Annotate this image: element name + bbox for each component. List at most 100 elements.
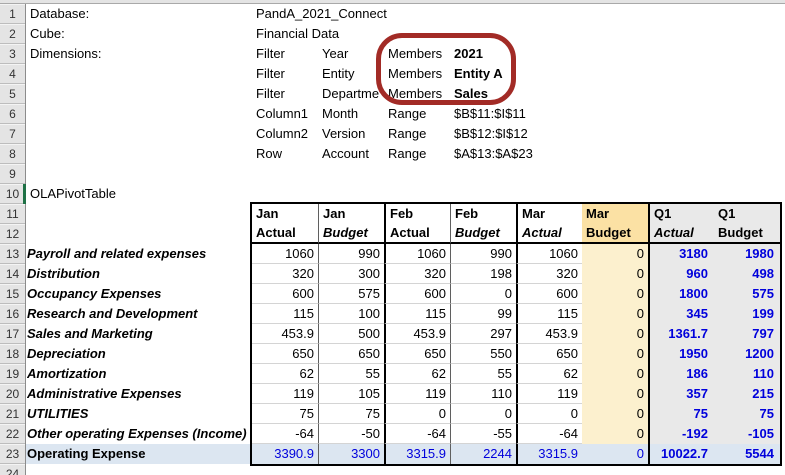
pivot-period-header-cell[interactable]: Feb [384, 204, 450, 224]
pivot-version-header-cell[interactable]: Actual [252, 224, 318, 244]
pivot-value-cell[interactable]: 960 [648, 264, 714, 284]
pivot-value-cell[interactable]: 1060 [516, 244, 582, 264]
pivot-value-cell[interactable]: 55 [318, 364, 384, 384]
pivot-total-cell[interactable]: 3300 [318, 444, 384, 464]
row-number-cell[interactable]: 17 [0, 324, 25, 344]
row-number-cell[interactable]: 14 [0, 264, 25, 284]
pivot-value-cell[interactable]: 0 [582, 264, 648, 284]
row-number-cell[interactable]: 13 [0, 244, 25, 264]
info-cell[interactable]: Database: [30, 6, 90, 21]
account-label-cell[interactable]: Administrative Expenses [27, 386, 182, 401]
pivot-value-cell[interactable]: 215 [714, 384, 780, 404]
pivot-value-cell[interactable]: 186 [648, 364, 714, 384]
row-number-cell[interactable]: 1 [0, 4, 25, 24]
row-number-cell[interactable]: 2 [0, 24, 25, 44]
pivot-value-cell[interactable]: 75 [318, 404, 384, 424]
pivot-value-cell[interactable]: 0 [516, 404, 582, 424]
pivot-value-cell[interactable]: 115 [516, 304, 582, 324]
pivot-value-cell[interactable]: 320 [384, 264, 450, 284]
pivot-value-cell[interactable]: 600 [516, 284, 582, 304]
pivot-value-cell[interactable]: 199 [714, 304, 780, 324]
pivot-value-cell[interactable]: 110 [450, 384, 516, 404]
pivot-value-cell[interactable]: 650 [516, 344, 582, 364]
pivot-version-header-cell[interactable]: Actual [648, 224, 714, 244]
pivot-value-cell[interactable]: 300 [318, 264, 384, 284]
pivot-value-cell[interactable]: 650 [318, 344, 384, 364]
info-cell[interactable]: Column1 [256, 106, 309, 121]
pivot-period-header-cell[interactable]: Mar [582, 204, 648, 224]
pivot-value-cell[interactable]: 1060 [384, 244, 450, 264]
pivot-value-cell[interactable]: 500 [318, 324, 384, 344]
pivot-value-cell[interactable]: 1060 [252, 244, 318, 264]
pivot-value-cell[interactable]: 62 [252, 364, 318, 384]
info-cell[interactable]: Filter [256, 46, 285, 61]
pivot-value-cell[interactable]: 498 [714, 264, 780, 284]
account-label-cell[interactable]: Distribution [27, 266, 100, 281]
row-number-cell[interactable]: 4 [0, 64, 25, 84]
pivot-value-cell[interactable]: 453.9 [252, 324, 318, 344]
pivot-value-cell[interactable]: 119 [252, 384, 318, 404]
pivot-period-header-cell[interactable]: Mar [516, 204, 582, 224]
info-cell[interactable]: Departme [322, 86, 380, 101]
info-cell[interactable]: Entity [322, 66, 355, 81]
pivot-value-cell[interactable]: 0 [582, 364, 648, 384]
info-cell[interactable]: Filter [256, 86, 285, 101]
row-number-cell[interactable]: 3 [0, 44, 25, 64]
info-cell[interactable]: Column2 [256, 126, 309, 141]
row-number-cell[interactable]: 7 [0, 124, 25, 144]
pivot-value-cell[interactable]: 119 [384, 384, 450, 404]
pivot-value-cell[interactable]: 345 [648, 304, 714, 324]
row-number-cell[interactable]: 24 [0, 464, 25, 475]
pivot-value-cell[interactable]: 0 [582, 384, 648, 404]
pivot-period-header-cell[interactable]: Jan [318, 204, 384, 224]
row-number-cell[interactable]: 23 [0, 444, 25, 464]
pivot-value-cell[interactable]: 0 [582, 284, 648, 304]
pivot-total-cell[interactable]: 3315.9 [516, 444, 582, 464]
pivot-value-cell[interactable]: -55 [450, 424, 516, 444]
pivot-value-cell[interactable]: 115 [384, 304, 450, 324]
info-cell[interactable]: Account [322, 146, 369, 161]
info-cell[interactable]: Year [322, 46, 349, 61]
row-number-cell[interactable]: 16 [0, 304, 25, 324]
pivot-value-cell[interactable]: 75 [714, 404, 780, 424]
row-number-cell[interactable]: 19 [0, 364, 25, 384]
pivot-value-cell[interactable]: 0 [582, 324, 648, 344]
pivot-total-cell[interactable]: 10022.7 [648, 444, 714, 464]
account-label-cell[interactable]: Occupancy Expenses [27, 286, 162, 301]
pivot-value-cell[interactable]: 453.9 [384, 324, 450, 344]
pivot-value-cell[interactable]: 320 [516, 264, 582, 284]
row-number-cell[interactable]: 22 [0, 424, 25, 444]
pivot-value-cell[interactable]: 575 [318, 284, 384, 304]
info-cell[interactable]: Dimensions: [30, 46, 102, 61]
pivot-value-cell[interactable]: 1361.7 [648, 324, 714, 344]
pivot-period-header-cell[interactable]: Jan [256, 206, 279, 221]
pivot-value-cell[interactable]: 0 [582, 244, 648, 264]
row-number-cell[interactable]: 8 [0, 144, 25, 164]
info-cell[interactable]: $B$11:$I$11 [454, 106, 526, 121]
info-cell[interactable]: Range [388, 126, 427, 141]
info-cell[interactable]: OLAPivotTable [30, 186, 116, 201]
pivot-value-cell[interactable]: -50 [318, 424, 384, 444]
pivot-value-cell[interactable]: -64 [516, 424, 582, 444]
pivot-version-header-cell[interactable]: Budget [714, 224, 780, 244]
pivot-value-cell[interactable]: 62 [384, 364, 450, 384]
row-number-cell[interactable]: 6 [0, 104, 25, 124]
row-number-cell[interactable]: 21 [0, 404, 25, 424]
pivot-value-cell[interactable]: 650 [252, 344, 318, 364]
pivot-value-cell[interactable]: 320 [252, 264, 318, 284]
pivot-value-cell[interactable]: 0 [582, 344, 648, 364]
pivot-value-cell[interactable]: 75 [648, 404, 714, 424]
info-cell[interactable]: Entity A [454, 66, 503, 81]
pivot-total-cell[interactable]: 5544 [714, 444, 780, 464]
account-label-cell[interactable]: Sales and Marketing [27, 326, 153, 341]
account-label-cell[interactable]: Depreciation [27, 346, 106, 361]
info-cell[interactable]: PandA_2021_Connect [256, 6, 387, 21]
pivot-value-cell[interactable]: 99 [450, 304, 516, 324]
pivot-value-cell[interactable]: -192 [648, 424, 714, 444]
info-cell[interactable]: Range [388, 146, 427, 161]
info-cell[interactable]: Members [388, 86, 443, 101]
pivot-value-cell[interactable]: 357 [648, 384, 714, 404]
pivot-period-header-cell[interactable]: Feb [450, 204, 516, 224]
pivot-value-cell[interactable]: 990 [450, 244, 516, 264]
pivot-value-cell[interactable]: 198 [450, 264, 516, 284]
